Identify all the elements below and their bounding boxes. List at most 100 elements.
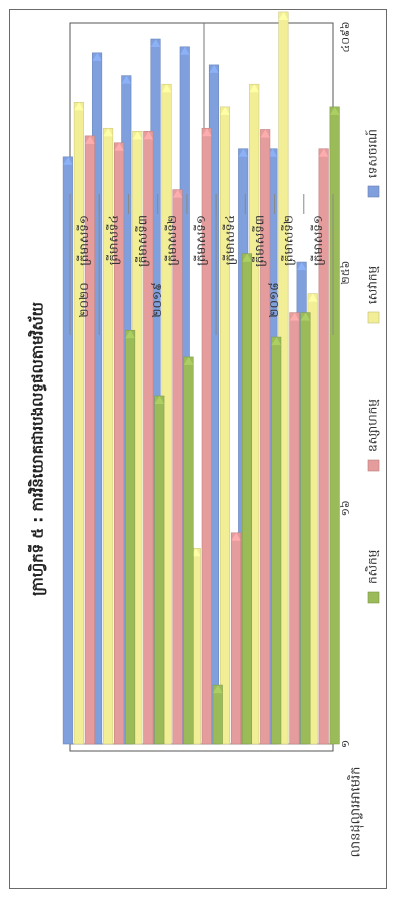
bar [201,127,212,745]
bar-cap [125,330,135,339]
bar-cap [63,156,73,165]
tick-group: ៤០៩៦ [339,21,352,52]
category-label-group: ត្រីមាសទី១ [76,215,91,266]
category-label: ត្រីមាសទី២ [281,215,296,266]
category-label-group: ត្រីមាសទី១ [193,215,208,266]
legend-label: សេវាកម្ម [366,266,380,304]
tick-label: ១ [339,740,352,748]
bar [230,532,242,745]
bar-cap [85,135,95,144]
bar-cap [278,11,289,20]
category-label-group: ត្រីមាសទី៣ [251,215,266,267]
bar [271,336,282,745]
bar-cap [202,128,212,137]
category-label: ត្រីមាសទី១ [310,215,325,266]
tick-label: ១៦ [339,500,352,516]
bar [219,106,231,745]
bar [62,156,73,745]
tick-label: ៤០៩៦ [339,21,352,52]
bar-cap [121,75,132,84]
title-group: ក្រាហ្វិកទី ៥ : ការវិនិយោគជារបងលទ្ធផលតាម… [28,302,47,596]
bar-cap [180,46,190,55]
bar-cap [154,395,165,404]
bar-cap [231,532,241,541]
category-label: ត្រីមាសទី៤ [105,215,120,265]
bar [154,395,165,745]
year-label: ២០១៨ [267,282,281,317]
bar [172,189,183,745]
bar [84,135,95,745]
bar [260,129,271,745]
bar-cap [114,142,124,151]
bar [143,131,154,745]
category-label-group: ត្រីមាសទី១ [310,215,325,266]
bar-cap [150,39,161,48]
bar [183,356,194,745]
bar-cap [220,106,230,115]
bar-cap [209,64,219,73]
bar-cap [213,685,223,694]
category-label: ត្រីមាសទី១ [193,215,208,266]
bar-cap [249,84,259,93]
bar [212,684,223,745]
legend-label: ទេសចរណ៍ [365,129,380,178]
category-label-group: ត្រីមាសទី២ [281,215,296,266]
bar [114,142,125,745]
tick-group: ២៥៦ [339,261,352,285]
category-labels: ត្រីមាសទី១ ត្រីមាសទី២ ត្រីមាសទី៣ ត្រីមាសទី៤… [69,194,334,335]
bars [62,11,340,745]
legend-label-group: កសិកម្ម [365,549,380,584]
legend-label-group: ឧស្សាហកម្ម [366,399,380,452]
legend: កសិកម្ម ឧស្សាហកម្ម សេវាកម្ម ទេសចរណ៍ [365,129,380,604]
category-label: ត្រីមាសទី៣ [251,215,266,267]
bar-cap [172,189,183,198]
bar-cap [260,129,270,138]
legend-swatch [367,185,380,198]
bar [241,253,253,745]
category-label-group: ត្រីមាសទី៣ [135,215,150,267]
category-label-group: ត្រីមាសទី៤ [222,215,237,265]
bar-cap [132,131,143,140]
legend-swatch [367,591,380,604]
ylabel-group: លានដុល្លារអាមេរិក [347,767,365,858]
bar [300,312,311,745]
value-ticks: ១ ១៦ ២៥៦ ៤០៩៦ [339,21,352,748]
category-label: ត្រីមាសទី៤ [222,215,237,265]
bar-cap [238,148,248,157]
category-label: ត្រីមាសទី២ [164,215,179,266]
bar [73,101,84,745]
legend-swatch [367,311,380,324]
bar-cap [143,131,154,140]
bar [318,148,329,745]
bar [289,312,300,745]
bar-cap [300,312,311,321]
bar [329,106,340,745]
bar-cap [318,148,329,157]
bar-cap [183,356,194,365]
category-label: ត្រីមាសទី១ [76,215,91,266]
legend-label-group: សេវាកម្ម [366,266,380,304]
year-label: ២០២០ [77,282,91,317]
bar [125,329,136,745]
bar-cap [92,52,102,61]
bar-cap [296,262,307,271]
tick-group: ១៦ [339,500,352,516]
category-label-group: ត្រីមាសទី២ [164,215,179,266]
tick-label: ២៥៦ [339,261,352,285]
tick-group: ១ [339,740,352,748]
legend-label: កសិកម្ម [365,549,380,584]
bar-cap [307,293,318,302]
chart-title: ក្រាហ្វិកទី ៥ : ការវិនិយោគជារបងលទ្ធផលតាម… [28,302,47,596]
year-label: ២០១៩ [150,282,164,317]
legend-swatch [367,459,380,472]
category-label: ត្រីមាសទី៣ [135,215,150,267]
year-label-group: ២០១៨ [267,282,281,317]
legend-label-group: ទេសចរណ៍ [365,129,380,178]
year-label-group: ២០១៩ [150,282,164,317]
bar-cap [103,128,113,137]
bar [103,127,114,745]
bar-cap [242,253,252,262]
bar-cap [329,106,340,115]
category-label-group: ត្រីមាសទី៤ [105,215,120,265]
